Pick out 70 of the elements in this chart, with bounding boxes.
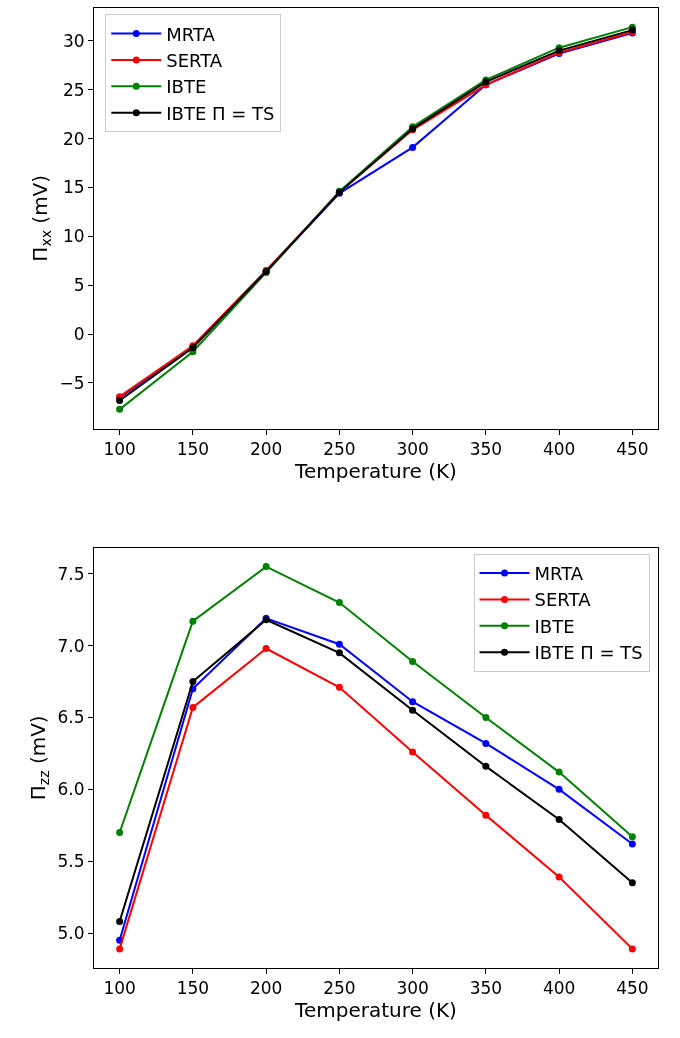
x-tick-label: 300: [396, 438, 429, 459]
legend-label: IBTE Π = TS: [534, 642, 643, 664]
point: [189, 617, 197, 625]
legend-label: MRTA: [166, 23, 216, 45]
y-tick-label: 5.5: [57, 851, 85, 872]
point: [482, 739, 490, 747]
point: [409, 698, 417, 706]
x-tick-label: 450: [616, 978, 649, 999]
point: [116, 945, 124, 953]
point: [482, 714, 490, 722]
x-tick-label: 100: [103, 438, 136, 459]
legend-label: IBTE: [534, 615, 575, 637]
legend-label: SERTA: [166, 49, 223, 71]
point: [116, 405, 124, 413]
point: [335, 683, 343, 691]
x-tick-label: 250: [323, 438, 356, 459]
point: [555, 768, 563, 776]
x-tick-label: 300: [396, 978, 429, 999]
y-tick-label: 7.5: [57, 563, 85, 584]
x-tick-label: 100: [103, 978, 136, 999]
point: [116, 828, 124, 836]
point: [262, 563, 270, 571]
y-tick-label: 30: [62, 30, 85, 51]
point: [555, 816, 563, 824]
y-tick-label: 10: [62, 226, 85, 247]
point: [409, 748, 417, 756]
y-tick-label: 7.0: [57, 635, 85, 656]
legend-label: IBTE Π = TS: [166, 102, 275, 124]
x-tick-label: 150: [176, 978, 210, 999]
y-tick-label: 20: [62, 128, 85, 149]
legend-label: SERTA: [534, 589, 592, 611]
point: [555, 873, 563, 881]
y-tick-label: 0: [73, 324, 85, 345]
point: [409, 706, 417, 714]
x-tick-label: 400: [542, 438, 576, 459]
point: [335, 599, 343, 607]
point: [555, 785, 563, 793]
x-tick-label: 350: [469, 978, 503, 999]
y-tick-label: 25: [62, 79, 85, 100]
point: [116, 918, 124, 926]
y-tick-label: 6.0: [57, 779, 85, 800]
point: [628, 945, 636, 953]
point: [628, 879, 636, 887]
x-axis-title: Temperature (K): [294, 458, 457, 483]
x-tick-label: 150: [176, 438, 210, 459]
point: [409, 657, 417, 665]
point: [335, 649, 343, 657]
point: [189, 703, 197, 711]
x-tick-label: 450: [616, 438, 649, 459]
x-tick-label: 200: [249, 438, 283, 459]
point: [262, 645, 270, 653]
point: [482, 811, 490, 819]
x-tick-label: 250: [323, 978, 356, 999]
y-tick-label: 5: [73, 275, 85, 296]
x-tick-label: 350: [469, 438, 503, 459]
legend-label: MRTA: [534, 563, 584, 585]
point: [335, 640, 343, 648]
y-tick-label: 5.0: [57, 923, 85, 944]
point: [409, 143, 417, 151]
point: [628, 833, 636, 841]
legend-label: IBTE: [166, 76, 207, 98]
point: [189, 678, 197, 686]
y-tick-label: 6.5: [57, 707, 85, 728]
point: [628, 840, 636, 848]
x-tick-label: 200: [249, 978, 283, 999]
x-axis-title: Temperature (K): [294, 998, 457, 1023]
x-tick-label: 400: [542, 978, 576, 999]
y-tick-label: −5: [59, 372, 85, 393]
y-tick-label: 15: [62, 177, 85, 198]
point: [482, 762, 490, 770]
